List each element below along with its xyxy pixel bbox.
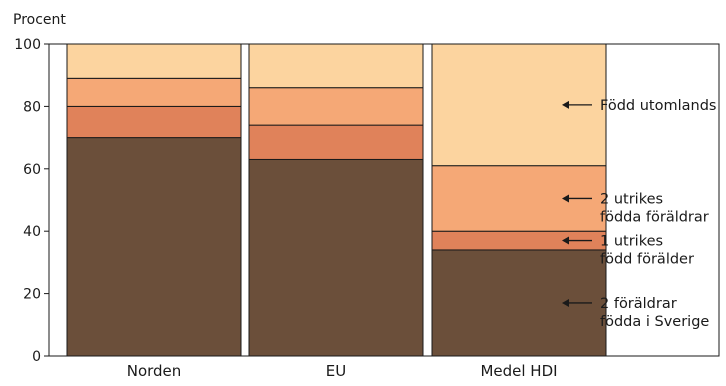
- bar-segment: [248, 43, 424, 89]
- annotation-arrowhead: [562, 298, 569, 307]
- bar-segment: [66, 43, 242, 79]
- x-axis: Norden EU Medel HDI: [127, 362, 558, 380]
- y-tick-label: 40: [23, 224, 41, 240]
- series-label: född förälder: [600, 252, 694, 268]
- bar-segment: [66, 105, 242, 139]
- bar-segment: [248, 124, 424, 160]
- y-tick-label: 20: [23, 287, 41, 303]
- series-annotations: 2 föräldrar födda i Sverige 1 utrikes född …: [562, 98, 716, 330]
- x-tick-label: EU: [326, 362, 346, 380]
- annotation-arrowhead: [562, 194, 569, 203]
- x-tick-label: Medel HDI: [480, 362, 557, 380]
- y-tick-label: 0: [32, 349, 41, 365]
- x-tick-label: Norden: [127, 362, 182, 380]
- series-label: födda i Sverige: [600, 314, 709, 330]
- y-tick-label: 60: [23, 162, 41, 178]
- bar-segment: [66, 137, 242, 357]
- series-label: Född utomlands: [600, 98, 716, 114]
- bar-segment: [248, 87, 424, 126]
- series-label: 2 föräldrar: [600, 296, 677, 312]
- bars: [66, 43, 607, 357]
- series-label: 1 utrikes: [600, 234, 663, 250]
- y-tick-label: 80: [23, 99, 41, 115]
- annotation-arrowhead: [562, 100, 569, 109]
- series-label: 2 utrikes: [600, 191, 663, 207]
- bar-segment: [66, 77, 242, 107]
- bar-segment: [248, 158, 424, 357]
- annotation-arrowhead: [562, 236, 569, 245]
- y-axis: 0 20 40 60 80 100: [14, 37, 49, 365]
- y-axis-label: Procent: [13, 12, 66, 28]
- series-label: födda föräldrar: [600, 209, 709, 225]
- y-tick-label: 100: [14, 37, 41, 53]
